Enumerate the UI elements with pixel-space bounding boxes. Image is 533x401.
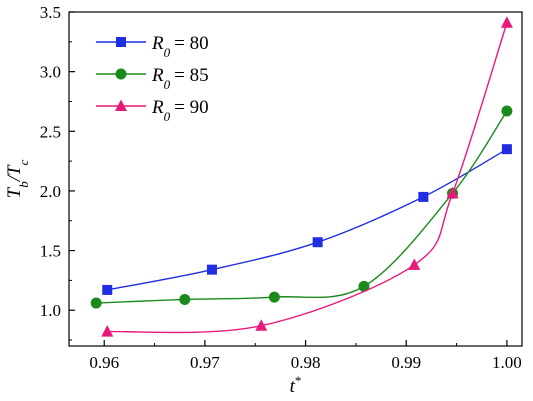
series-line <box>107 148 508 291</box>
data-point <box>255 319 268 331</box>
legend-sub: 0 <box>164 77 171 92</box>
data-point <box>268 291 280 303</box>
x-tick-label: 0.98 <box>291 353 321 372</box>
y-tick-label: 3.5 <box>40 3 61 22</box>
legend-sub: 0 <box>164 109 171 124</box>
y-axis-title-slash: / <box>4 174 25 182</box>
legend-var: R <box>151 33 164 54</box>
plot-border <box>68 11 523 347</box>
series-2 <box>90 105 513 309</box>
legend-marker <box>116 37 126 47</box>
y-axis-title: Tb/Tc <box>4 159 31 198</box>
y-axis-title-num: T <box>4 186 25 198</box>
legend-value: = 80 <box>174 33 208 54</box>
x-tick-label: 0.96 <box>89 353 119 372</box>
data-point <box>90 297 102 309</box>
data-point <box>179 293 191 305</box>
data-point <box>408 258 421 270</box>
x-tick-label: 1.00 <box>492 353 522 372</box>
data-point <box>501 144 512 155</box>
legend-sub: 0 <box>164 45 171 60</box>
x-tick-label: 0.97 <box>190 353 220 372</box>
y-axis-title-num-sub: b <box>16 181 31 188</box>
data-point <box>500 16 513 28</box>
y-tick-label: 2.5 <box>40 122 61 141</box>
legend-label: R0 = 85 <box>151 65 209 92</box>
x-tick-label: 0.99 <box>391 353 421 372</box>
data-point <box>101 325 114 337</box>
series-1 <box>102 144 512 295</box>
legend-item: R0 = 85 <box>96 65 209 92</box>
legend-label: R0 = 90 <box>151 97 209 124</box>
data-point <box>418 191 429 202</box>
data-point <box>501 105 513 117</box>
legend-item: R0 = 90 <box>96 97 209 124</box>
legend-marker <box>115 99 127 111</box>
legend-value: = 85 <box>174 65 208 86</box>
legend-marker <box>115 68 127 80</box>
x-axis: 0.96 0.97 0.98 0.99 1.00 <box>89 340 522 372</box>
series-line <box>96 110 508 304</box>
y-tick-label: 3.0 <box>40 63 61 82</box>
legend-var: R <box>151 97 164 118</box>
y-axis-title-den: T <box>4 164 25 176</box>
x-axis-title-main: t <box>290 376 296 397</box>
y-tick-label: 1.5 <box>40 242 61 261</box>
x-axis-title-sup: * <box>295 373 302 388</box>
legend-label: R0 = 80 <box>151 33 209 60</box>
x-axis-title: t* <box>290 373 302 398</box>
y-axis-title-den-sub: c <box>16 159 31 165</box>
data-point <box>312 237 323 248</box>
y-axis: 1.0 1.5 2.0 2.5 3.0 3.5 <box>40 3 75 341</box>
legend-item: R0 = 80 <box>96 33 209 60</box>
legend-var: R <box>151 65 164 86</box>
data-point <box>206 264 217 275</box>
y-tick-label: 2.0 <box>40 182 61 201</box>
legend-value: = 90 <box>174 97 208 118</box>
plot-frame <box>68 11 523 347</box>
data-point <box>102 284 113 295</box>
data-point <box>446 186 459 199</box>
series-3 <box>101 16 513 337</box>
series-layer <box>90 16 513 337</box>
data-point <box>358 280 370 292</box>
series-line <box>107 22 508 334</box>
y-tick-label: 1.0 <box>40 301 61 320</box>
